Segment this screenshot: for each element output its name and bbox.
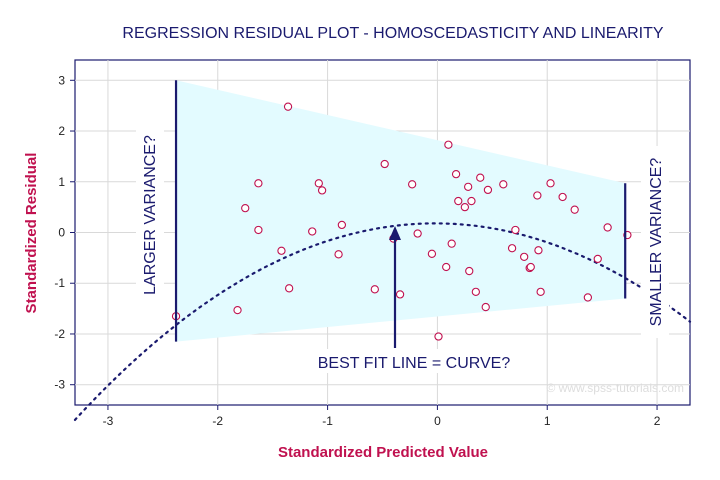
larger-variance-label: LARGER VARIANCE? <box>142 135 159 295</box>
y-tick-label: 3 <box>58 73 65 87</box>
data-point <box>380 159 389 169</box>
data-point <box>465 266 474 276</box>
best-fit-arrow-head <box>389 226 401 240</box>
data-point <box>444 140 453 149</box>
variance-band <box>176 80 626 342</box>
x-axis-title: Standardized Predicted Value <box>278 444 488 461</box>
smaller-variance-label-bg <box>641 146 669 338</box>
data-point <box>285 284 294 293</box>
x-tick-label: 2 <box>654 414 661 428</box>
data-point <box>454 196 463 206</box>
data-point <box>558 192 567 202</box>
data-point <box>464 182 473 191</box>
data-point <box>471 287 480 297</box>
data-point <box>427 249 437 258</box>
data-point <box>507 244 517 253</box>
y-axis-title: Standardized Residual <box>23 153 40 314</box>
data-point <box>314 179 323 188</box>
data-point <box>395 290 405 299</box>
data-point <box>370 285 379 294</box>
y-tick-label: 1 <box>58 175 65 189</box>
x-tick-label: -1 <box>322 414 333 428</box>
best-fit-label: BEST FIT LINE = CURVE? <box>318 355 511 372</box>
data-point <box>570 205 579 214</box>
data-point <box>233 305 242 315</box>
x-tick-label: 1 <box>544 414 551 428</box>
data-point <box>337 220 347 230</box>
data-point <box>603 223 612 232</box>
x-tick-label: -3 <box>103 414 114 428</box>
data-point <box>583 293 593 302</box>
x-axis-ticks: -3 -2 -1 0 1 2 <box>103 405 661 428</box>
data-point <box>317 186 327 195</box>
y-axis-ticks: -3 -2 -1 0 1 2 3 <box>54 73 75 392</box>
x-tick-label: -2 <box>212 414 223 428</box>
data-point <box>499 180 508 189</box>
fit-curve-line <box>73 222 692 421</box>
data-point <box>447 239 456 248</box>
data-point <box>241 203 250 213</box>
y-tick-label: -1 <box>54 276 65 290</box>
data-point <box>413 229 422 238</box>
data-point <box>460 202 470 212</box>
chart-title: REGRESSION RESIDUAL PLOT - HOMOSCEDASTIC… <box>122 25 663 42</box>
data-point <box>308 227 317 236</box>
data-points <box>171 102 632 341</box>
data-point <box>534 246 543 255</box>
larger-variance-label-bg <box>136 122 164 308</box>
data-point <box>476 173 485 182</box>
y-tick-label: 0 <box>58 226 65 240</box>
y-tick-label: 2 <box>58 124 65 138</box>
data-point <box>546 179 555 188</box>
data-point <box>277 246 286 255</box>
data-point <box>467 196 476 206</box>
y-tick-label: -3 <box>54 378 65 392</box>
y-tick-label: -2 <box>54 327 65 341</box>
data-point <box>254 225 263 235</box>
data-point <box>334 250 343 259</box>
data-point <box>526 262 535 272</box>
data-point <box>451 170 461 179</box>
data-point <box>434 332 443 341</box>
data-point <box>442 262 451 272</box>
data-point <box>533 191 542 200</box>
smaller-variance-label: SMALLER VARIANCE? <box>648 158 665 327</box>
watermark: © www.spss-tutorials.com <box>546 381 684 395</box>
best-fit-label-bg <box>297 349 533 373</box>
x-tick-label: 0 <box>434 414 441 428</box>
data-point <box>483 185 493 195</box>
data-point <box>593 254 602 264</box>
data-point <box>511 225 520 235</box>
data-point <box>283 102 293 111</box>
data-point <box>481 302 490 312</box>
data-point <box>536 287 545 297</box>
data-point <box>254 179 263 188</box>
data-point <box>520 252 529 262</box>
data-point <box>408 180 417 189</box>
